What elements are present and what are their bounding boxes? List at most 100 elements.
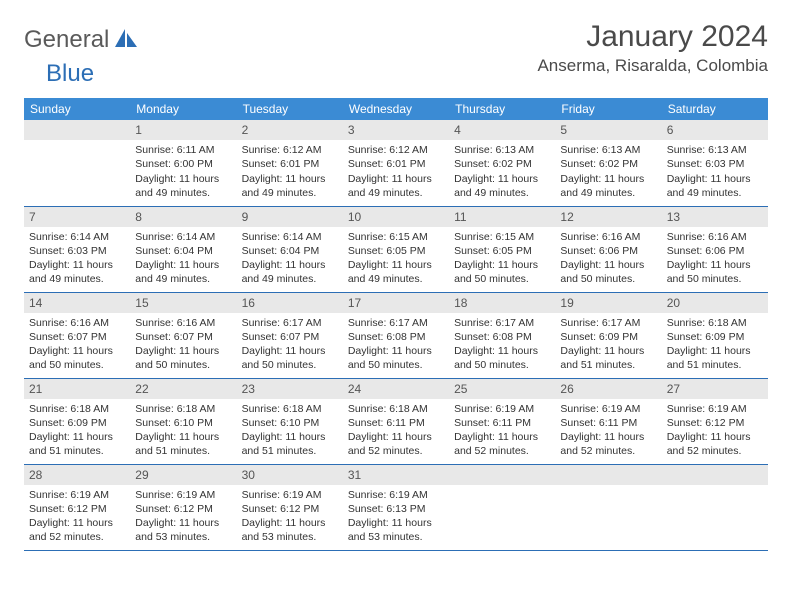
sunset-line: Sunset: 6:05 PM [454,245,532,257]
day-number: 18 [449,293,555,313]
sunrise-line: Sunrise: 6:16 AM [667,231,747,243]
sunset-line: Sunset: 6:02 PM [454,158,532,170]
sunrise-line: Sunrise: 6:14 AM [242,231,322,243]
sunset-line: Sunset: 6:06 PM [560,245,638,257]
day-number: 3 [343,120,449,140]
day-content: Sunrise: 6:11 AMSunset: 6:00 PMDaylight:… [130,140,236,204]
day-number: 8 [130,207,236,227]
sunset-line: Sunset: 6:12 PM [135,503,213,515]
sunrise-line: Sunrise: 6:19 AM [348,489,428,501]
sunrise-line: Sunrise: 6:13 AM [667,144,747,156]
sunset-line: Sunset: 6:10 PM [242,417,320,429]
sunrise-line: Sunrise: 6:18 AM [135,403,215,415]
day-number: 12 [555,207,661,227]
sunrise-line: Sunrise: 6:16 AM [135,317,215,329]
sunset-line: Sunset: 6:09 PM [560,331,638,343]
day-number: 30 [237,465,343,485]
sunrise-line: Sunrise: 6:16 AM [560,231,640,243]
day-header: Tuesday [237,98,343,120]
day-number: 16 [237,293,343,313]
day-content: Sunrise: 6:16 AMSunset: 6:07 PMDaylight:… [130,313,236,377]
calendar-cell: 8Sunrise: 6:14 AMSunset: 6:04 PMDaylight… [130,206,236,292]
sunrise-line: Sunrise: 6:19 AM [667,403,747,415]
daylight-line: Daylight: 11 hours and 49 minutes. [135,259,219,285]
day-number-empty [24,120,130,140]
sunrise-line: Sunrise: 6:16 AM [29,317,109,329]
calendar-cell: 27Sunrise: 6:19 AMSunset: 6:12 PMDayligh… [662,378,768,464]
day-number: 14 [24,293,130,313]
sunset-line: Sunset: 6:03 PM [667,158,745,170]
calendar-cell: 30Sunrise: 6:19 AMSunset: 6:12 PMDayligh… [237,464,343,550]
day-number: 29 [130,465,236,485]
daylight-line: Daylight: 11 hours and 50 minutes. [454,345,538,371]
day-header: Sunday [24,98,130,120]
daylight-line: Daylight: 11 hours and 51 minutes. [135,431,219,457]
calendar-week-row: 28Sunrise: 6:19 AMSunset: 6:12 PMDayligh… [24,464,768,550]
sunrise-line: Sunrise: 6:13 AM [454,144,534,156]
day-number-empty [555,465,661,485]
calendar-cell: 6Sunrise: 6:13 AMSunset: 6:03 PMDaylight… [662,120,768,206]
day-number-empty [662,465,768,485]
sunset-line: Sunset: 6:07 PM [29,331,107,343]
calendar-cell [449,464,555,550]
day-number: 25 [449,379,555,399]
day-header: Wednesday [343,98,449,120]
calendar-cell: 1Sunrise: 6:11 AMSunset: 6:00 PMDaylight… [130,120,236,206]
daylight-line: Daylight: 11 hours and 50 minutes. [667,259,751,285]
sunset-line: Sunset: 6:01 PM [242,158,320,170]
day-content: Sunrise: 6:18 AMSunset: 6:10 PMDaylight:… [130,399,236,463]
day-number: 24 [343,379,449,399]
calendar-cell: 23Sunrise: 6:18 AMSunset: 6:10 PMDayligh… [237,378,343,464]
sunset-line: Sunset: 6:00 PM [135,158,213,170]
location: Anserma, Risaralda, Colombia [537,56,768,76]
day-content: Sunrise: 6:16 AMSunset: 6:07 PMDaylight:… [24,313,130,377]
day-content: Sunrise: 6:19 AMSunset: 6:11 PMDaylight:… [555,399,661,463]
sunrise-line: Sunrise: 6:17 AM [242,317,322,329]
sunset-line: Sunset: 6:12 PM [667,417,745,429]
daylight-line: Daylight: 11 hours and 50 minutes. [348,345,432,371]
sunrise-line: Sunrise: 6:19 AM [560,403,640,415]
sunset-line: Sunset: 6:04 PM [135,245,213,257]
daylight-line: Daylight: 11 hours and 51 minutes. [667,345,751,371]
day-content: Sunrise: 6:18 AMSunset: 6:10 PMDaylight:… [237,399,343,463]
day-number: 21 [24,379,130,399]
calendar-week-row: 21 Sunrise: 6:18 AM Sunset: 6:09 PM Dayligh… [24,378,768,464]
daylight-line: Daylight: 11 hours and 50 minutes. [242,345,326,371]
calendar-cell: 18Sunrise: 6:17 AMSunset: 6:08 PMDayligh… [449,292,555,378]
sunrise-line: Sunrise: 6:12 AM [242,144,322,156]
calendar-cell: 24Sunrise: 6:18 AMSunset: 6:11 PMDayligh… [343,378,449,464]
sunrise-line: Sunrise: 6:19 AM [135,489,215,501]
daylight-line: Daylight: 11 hours and 49 minutes. [242,173,326,199]
day-content: Sunrise: 6:12 AMSunset: 6:01 PMDaylight:… [343,140,449,204]
day-number: 20 [662,293,768,313]
day-number: 4 [449,120,555,140]
day-number: 31 [343,465,449,485]
logo-word1: General [24,26,109,54]
calendar-cell: 16Sunrise: 6:17 AMSunset: 6:07 PMDayligh… [237,292,343,378]
daylight-line: Daylight: 11 hours and 53 minutes. [135,517,219,543]
logo-word2: Blue [46,60,94,88]
sunset-line: Sunset: 6:09 PM [667,331,745,343]
day-number: 1 [130,120,236,140]
sunrise-line: Sunrise: 6:11 AM [135,144,214,156]
day-content: Sunrise: 6:17 AMSunset: 6:09 PMDaylight:… [555,313,661,377]
sunset-line: Sunset: 6:13 PM [348,503,426,515]
day-content: Sunrise: 6:19 AMSunset: 6:12 PMDaylight:… [24,485,130,549]
calendar-cell: 15Sunrise: 6:16 AMSunset: 6:07 PMDayligh… [130,292,236,378]
calendar-cell [24,120,130,206]
day-number: 13 [662,207,768,227]
sunrise-line: Sunrise: 6:13 AM [560,144,640,156]
day-content: Sunrise: 6:12 AM Sunset: 6:01 PM Daylight:… [237,140,343,204]
daylight-line: Daylight: 11 hours and 49 minutes. [242,259,326,285]
day-content: Sunrise: 6:19 AMSunset: 6:11 PMDaylight:… [449,399,555,463]
sunset-line: Sunset: 6:09 PM [29,417,107,429]
daylight-line: Daylight: 11 hours and 49 minutes. [560,173,644,199]
sunrise-line: Sunrise: 6:14 AM [29,231,109,243]
sunrise-line: Sunrise: 6:18 AM [29,403,109,415]
sunset-line: Sunset: 6:06 PM [667,245,745,257]
day-number: 9 [237,207,343,227]
day-number: 6 [662,120,768,140]
day-content: Sunrise: 6:14 AMSunset: 6:04 PMDaylight:… [130,227,236,291]
sunset-line: Sunset: 6:02 PM [560,158,638,170]
day-content: Sunrise: 6:16 AMSunset: 6:06 PMDaylight:… [555,227,661,291]
